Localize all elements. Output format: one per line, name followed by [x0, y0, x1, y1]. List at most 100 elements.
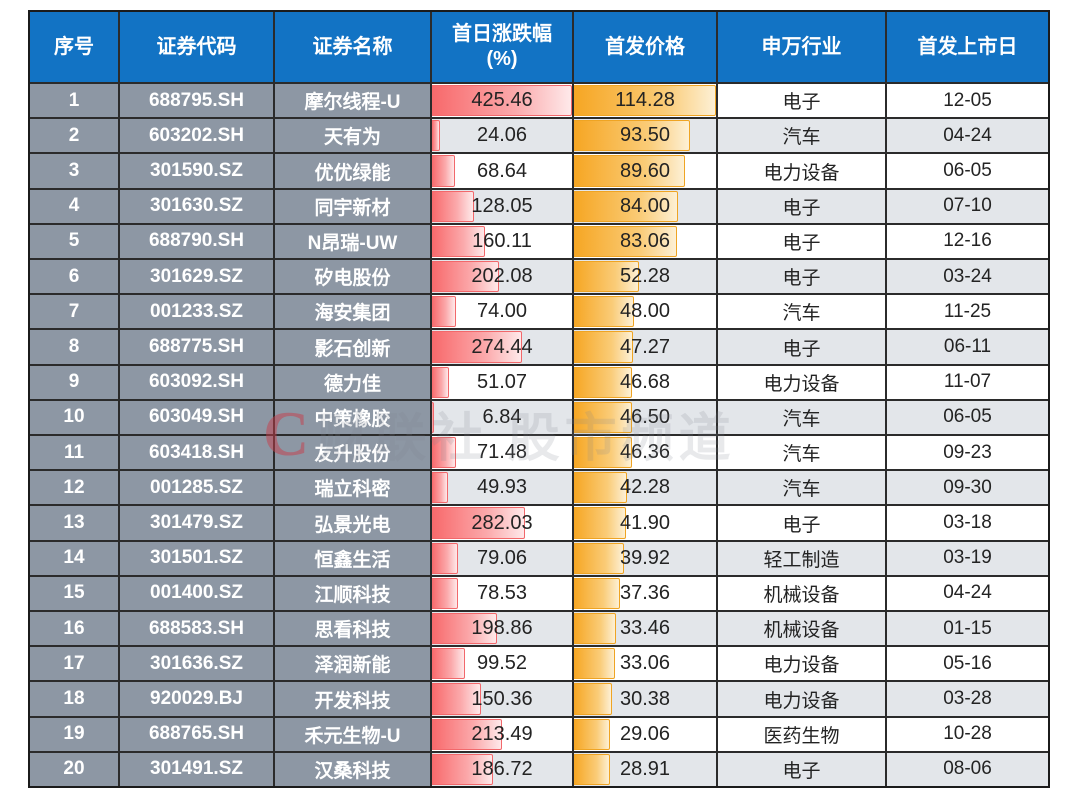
cell-code: 301590.SZ	[120, 154, 275, 188]
price-data-bar	[574, 261, 639, 293]
cell-name: 瑞立科密	[275, 471, 432, 505]
table-row: 1 688795.SH 摩尔线程-U 425.46 114.28 电子 12-0…	[30, 82, 1048, 118]
cell-change: 128.05	[432, 189, 574, 223]
cell-code: 688790.SH	[120, 224, 275, 259]
cell-index: 16	[30, 612, 120, 646]
cell-name: 海安集团	[275, 295, 432, 329]
cell-industry: 汽车	[718, 295, 887, 329]
change-data-bar	[432, 155, 455, 187]
cell-industry: 电子	[718, 224, 887, 259]
cell-price: 47.27	[574, 330, 718, 364]
cell-name: 禾元生物-U	[275, 717, 432, 751]
cell-change: 213.49	[432, 717, 574, 751]
table-row: 15 001400.SZ 江顺科技 78.53 37.36 机械设备 04-24	[30, 574, 1048, 611]
change-value: 282.03	[471, 511, 533, 534]
cell-change: 274.44	[432, 330, 574, 364]
price-value: 93.50	[619, 124, 671, 147]
cell-index: 6	[30, 260, 120, 294]
price-value: 83.06	[619, 229, 671, 252]
cell-industry: 电子	[718, 752, 887, 787]
price-data-bar	[574, 190, 679, 222]
header-price: 首发价格	[574, 12, 718, 82]
cell-price: 37.36	[574, 576, 718, 611]
price-data-bar	[574, 85, 716, 117]
change-data-bar	[432, 577, 458, 610]
change-value: 79.06	[476, 546, 528, 569]
change-data-bar	[432, 261, 499, 293]
cell-code: 920029.BJ	[120, 682, 275, 716]
header-code-label: 证券代码	[156, 35, 237, 58]
cell-index: 20	[30, 752, 120, 787]
change-data-bar	[432, 366, 449, 398]
change-value: 71.48	[476, 441, 528, 464]
cell-industry: 电力设备	[718, 365, 887, 399]
header-change-line1: 首日涨跌幅	[452, 23, 552, 45]
price-data-bar	[574, 577, 621, 610]
price-value: 41.90	[619, 511, 671, 534]
price-value: 28.91	[619, 757, 671, 780]
cell-change: 68.64	[432, 154, 574, 188]
price-data-bar	[574, 155, 686, 187]
change-value: 68.64	[476, 159, 528, 182]
cell-code: 301636.SZ	[120, 647, 275, 681]
header-price-label: 首发价格	[605, 35, 685, 58]
cell-code: 301491.SZ	[120, 752, 275, 787]
cell-code: 301479.SZ	[120, 506, 275, 540]
change-data-bar	[432, 542, 458, 574]
cell-name: 泽润新能	[275, 647, 432, 681]
cell-code: 688775.SH	[120, 330, 275, 364]
price-value: 33.46	[619, 617, 671, 640]
cell-code: 603418.SH	[120, 436, 275, 470]
cell-price: 46.68	[574, 365, 718, 399]
cell-date: 12-16	[887, 224, 1048, 259]
change-data-bar	[432, 190, 475, 222]
cell-industry: 汽车	[718, 400, 887, 435]
price-data-bar	[574, 718, 611, 750]
cell-date: 05-16	[887, 647, 1048, 681]
cell-change: 6.84	[432, 400, 574, 435]
price-data-bar	[574, 613, 616, 645]
table-row: 10 603049.SH 中策橡胶 6.84 46.50 汽车 06-05	[30, 398, 1048, 435]
cell-date: 03-19	[887, 541, 1048, 575]
cell-index: 12	[30, 471, 120, 505]
cell-index: 18	[30, 682, 120, 716]
cell-date: 07-10	[887, 189, 1048, 223]
cell-index: 9	[30, 365, 120, 399]
cell-industry: 电力设备	[718, 154, 887, 188]
cell-price: 41.90	[574, 506, 718, 540]
cell-date: 11-07	[887, 365, 1048, 399]
change-data-bar	[432, 718, 503, 750]
cell-change: 160.11	[432, 224, 574, 259]
cell-index: 5	[30, 224, 120, 259]
cell-date: 09-23	[887, 436, 1048, 470]
price-value: 48.00	[619, 300, 671, 323]
change-data-bar	[432, 296, 457, 328]
table-row: 2 603202.SH 天有为 24.06 93.50 汽车 04-24	[30, 117, 1048, 153]
cell-price: 84.00	[574, 189, 718, 223]
change-value: 160.11	[472, 229, 532, 252]
price-value: 39.92	[619, 546, 671, 569]
table-row: 7 001233.SZ 海安集团 74.00 48.00 汽车 11-25	[30, 293, 1048, 329]
change-value: 202.08	[471, 265, 533, 288]
cell-name: 思看科技	[275, 612, 432, 646]
cell-change: 74.00	[432, 295, 574, 329]
cell-index: 11	[30, 436, 120, 470]
cell-date: 04-24	[887, 119, 1048, 153]
price-value: 46.50	[619, 405, 671, 428]
change-value: 425.46	[471, 89, 533, 112]
table-row: 14 301501.SZ 恒鑫生活 79.06 39.92 轻工制造 03-19	[30, 539, 1048, 575]
header-name: 证券名称	[275, 12, 432, 82]
change-data-bar	[432, 648, 465, 680]
cell-price: 28.91	[574, 752, 718, 787]
cell-date: 08-06	[887, 752, 1048, 787]
cell-price: 33.46	[574, 612, 718, 646]
change-value: 198.86	[471, 617, 533, 640]
change-data-bar	[432, 753, 494, 786]
price-value: 33.06	[619, 652, 671, 675]
cell-change: 78.53	[432, 576, 574, 611]
change-data-bar	[432, 85, 572, 117]
price-value: 29.06	[619, 722, 671, 745]
change-data-bar	[432, 437, 456, 469]
change-value: 49.93	[476, 476, 528, 499]
cell-name: 弘景光电	[275, 506, 432, 540]
